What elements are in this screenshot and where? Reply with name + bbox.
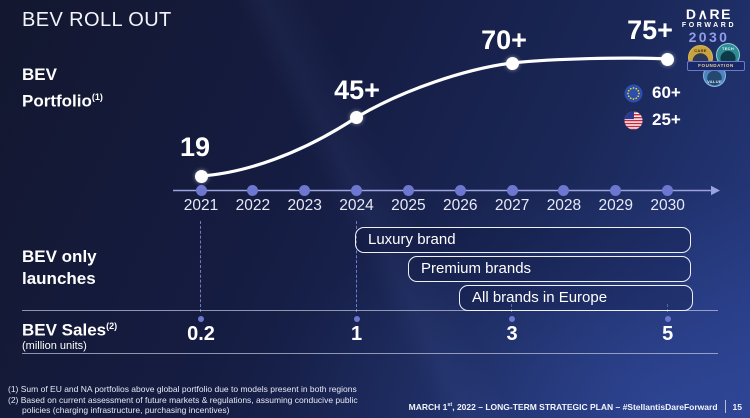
year-label-2030: 2030 xyxy=(650,197,685,214)
portfolio-value-2030: 75+ xyxy=(627,15,673,45)
sales-band-top-divider xyxy=(22,310,718,311)
sales-value-2030: 5 xyxy=(662,323,674,345)
year-label-2026: 2026 xyxy=(443,197,478,214)
eu-flag-icon xyxy=(624,83,643,103)
logo-2030-text: 2030 xyxy=(688,29,730,45)
logo-dare-text: D∧RE xyxy=(685,6,733,22)
portfolio-value-2027: 70+ xyxy=(481,25,527,55)
page-title: BEV ROLL OUT xyxy=(22,9,172,31)
sales-value-2027: 3 xyxy=(506,323,518,345)
foundation-badges: CARE TECH VALUE FOUNDATION xyxy=(687,41,745,91)
sales-dot-2030 xyxy=(664,316,671,322)
portfolio-point-2027 xyxy=(505,56,519,70)
footer-divider xyxy=(724,400,726,413)
portfolio-point-2024 xyxy=(350,110,364,124)
us-portfolio-value: 25+ xyxy=(652,110,681,129)
footer-text: MARCH 1st, 2022 – LONG-TERM STRATEGIC PL… xyxy=(408,401,718,412)
sales-value-2024: 1 xyxy=(350,323,363,345)
year-label-2022: 2022 xyxy=(235,197,271,214)
sales-dot-2021 xyxy=(198,316,204,322)
us-flag-icon xyxy=(624,110,643,130)
logo-forward-text: FORWARD xyxy=(681,22,737,29)
eu-portfolio-value: 60+ xyxy=(652,83,681,102)
launch-box-premium-brands: Premium brands xyxy=(408,256,691,282)
footnote-2-continued: policies (charging infrastructure, purch… xyxy=(22,405,230,415)
axis-dot-2023 xyxy=(299,185,311,196)
bev-portfolio-label: BEV Portfolio(1) xyxy=(22,65,103,111)
sales-band-bottom-divider xyxy=(22,353,718,354)
sales-unit-label: (million units) xyxy=(22,339,87,352)
dare-forward-2030-logo: D∧RE FORWARD 2030 xyxy=(677,7,741,45)
footnote-ref-2: (2) xyxy=(106,321,118,331)
dash-line-2024 xyxy=(355,221,357,312)
footnotes: (1) Sum of EU and NA portfolios above gl… xyxy=(8,384,358,416)
dash-line-2030 xyxy=(666,304,668,312)
axis-dot-2022 xyxy=(247,185,259,196)
axis-dot-2025 xyxy=(402,185,414,196)
bev-sales-label: BEV Sales(2) (million units) xyxy=(22,320,118,352)
year-label-2023: 2023 xyxy=(287,197,322,214)
portfolio-value-2024: 45+ xyxy=(334,75,380,105)
slide-footer: MARCH 1st, 2022 – LONG-TERM STRATEGIC PL… xyxy=(409,400,742,413)
axis-dot-2024 xyxy=(351,185,363,196)
launch-box-luxury-brand: Luxury brand xyxy=(355,227,691,253)
portfolio-point-2030 xyxy=(661,52,675,66)
axis-dot-2030 xyxy=(662,185,674,196)
footnote-1: (1) Sum of EU and NA portfolios above gl… xyxy=(8,384,357,394)
portfolio-point-2021 xyxy=(194,169,208,183)
axis-dot-2028 xyxy=(558,185,570,196)
year-label-2025: 2025 xyxy=(391,197,426,214)
dash-line-2021 xyxy=(200,221,201,312)
dash-line-2027 xyxy=(511,304,513,312)
footnote-2: (2) Based on current assessment of futur… xyxy=(8,394,358,405)
year-label-2027: 2027 xyxy=(494,197,530,214)
axis-dot-2021 xyxy=(195,185,207,196)
sales-dot-2024 xyxy=(353,316,360,322)
bev-only-launches-label: BEV only launches xyxy=(22,247,97,288)
legend-row-us: 25+ xyxy=(624,110,681,130)
legend-row-eu: 60+ xyxy=(624,83,681,103)
page-number: 15 xyxy=(732,401,742,412)
year-label-2024: 2024 xyxy=(339,197,374,214)
regional-legend: 60+ 25+ xyxy=(624,83,681,137)
foundation-ribbon: FOUNDATION xyxy=(687,61,745,71)
axis-dot-2027 xyxy=(506,185,518,196)
axis-dot-2026 xyxy=(454,185,466,196)
axis-dot-2029 xyxy=(610,185,622,196)
portfolio-value-2021: 19 xyxy=(179,132,211,162)
year-label-2028: 2028 xyxy=(546,197,582,214)
sales-dot-2027 xyxy=(509,316,516,322)
footnote-ref-1: (1) xyxy=(91,92,103,102)
year-label-2029: 2029 xyxy=(598,197,634,214)
year-label-2021: 2021 xyxy=(183,197,219,214)
launch-box-all-brands-europe: All brands in Europe xyxy=(459,285,693,311)
axis-arrow-icon xyxy=(711,185,720,196)
sales-value-2021: 0.2 xyxy=(187,323,215,345)
